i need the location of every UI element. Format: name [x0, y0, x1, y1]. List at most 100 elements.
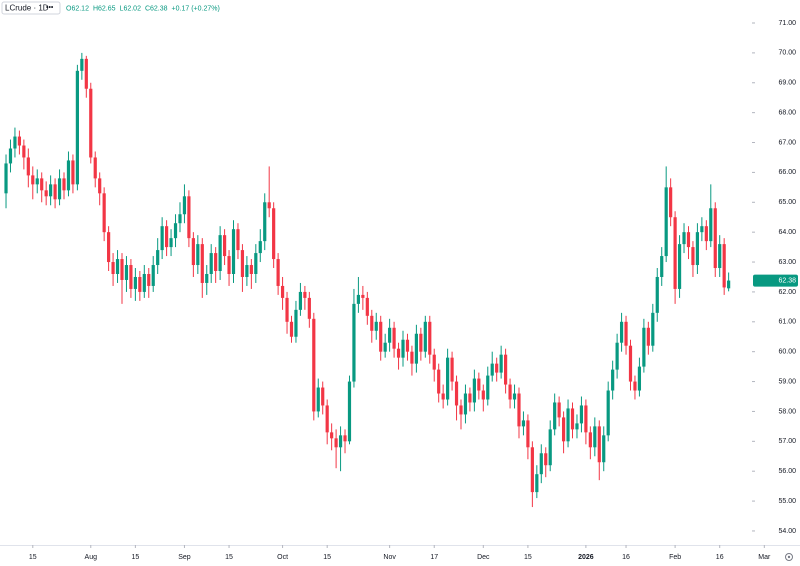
y-tick-label: 58.00 [778, 408, 796, 415]
x-tick-label: 16 [622, 554, 630, 561]
candle-body [374, 321, 378, 331]
candle-body [642, 327, 646, 367]
ohlc-header: O62.12 H62.65 L62.02 C62.38 +0.17 (+0.27%) [66, 5, 220, 12]
candle-body [307, 297, 311, 319]
x-tick-label: 2026 [578, 554, 594, 561]
candle-body [22, 145, 26, 158]
candle-body [182, 196, 187, 215]
symbol-box[interactable] [1, 1, 61, 15]
candle-body [441, 393, 445, 400]
candle-body [401, 339, 405, 358]
candle-body [588, 432, 592, 448]
candle-body [695, 232, 700, 266]
y-tick-label: 56.00 [778, 468, 796, 475]
x-tick-label: Mar [758, 554, 771, 561]
candle-body [98, 178, 102, 194]
candle-body [673, 217, 677, 289]
x-tick-label: 15 [323, 554, 331, 561]
candle-body [437, 369, 441, 394]
candle-body [352, 303, 356, 382]
candle-body [606, 390, 610, 436]
candle-body [446, 357, 450, 400]
candle-body [26, 157, 30, 176]
candle-body [316, 387, 320, 412]
candle-body [704, 226, 708, 242]
candle-body [227, 256, 231, 274]
candle-body [722, 244, 726, 288]
candle-body [535, 474, 539, 493]
x-tick-label: Aug [85, 554, 98, 561]
candle-body [432, 354, 436, 370]
y-tick-label: 67.00 [778, 139, 796, 146]
candle-body [71, 160, 75, 185]
candle-body [356, 294, 361, 304]
y-tick-label: 62.00 [778, 289, 796, 296]
y-tick-label: 66.00 [778, 169, 796, 176]
candle-body [557, 402, 561, 418]
candle-body [477, 378, 481, 391]
ohlc-value: C62.38 [145, 5, 168, 12]
candle-body [410, 351, 414, 364]
candle-body [459, 405, 463, 415]
x-tick-label: 17 [430, 554, 438, 561]
candle-body [521, 420, 526, 427]
candle-body [561, 417, 566, 442]
candle-body [17, 136, 22, 146]
y-tick-label: 60.00 [778, 349, 796, 356]
candle-body [280, 285, 285, 298]
candle-body [62, 178, 66, 191]
candle-body [423, 321, 427, 352]
candle-body [258, 241, 262, 254]
y-tick-label: 63.00 [778, 259, 796, 266]
candle-body [619, 321, 624, 343]
candle-body [428, 321, 432, 355]
candle-body [44, 190, 48, 197]
candle-body [285, 297, 289, 322]
y-tick-label: 55.00 [778, 498, 796, 505]
candle-body [75, 70, 79, 185]
candle-body [584, 405, 588, 433]
candle-body [361, 294, 365, 298]
candle-body [289, 321, 294, 337]
last-price-box [753, 274, 798, 287]
candle-body [200, 244, 204, 283]
x-tick-label: Sep [178, 554, 191, 561]
candle-body [655, 276, 659, 313]
x-tick-label: Oct [277, 554, 288, 561]
settings-icon[interactable] [785, 553, 793, 561]
candle-body [486, 375, 490, 400]
candle-body [49, 184, 53, 197]
symbol-title: LCrude · 1D [5, 4, 49, 13]
candle-body [231, 229, 236, 274]
menu-dots[interactable]: ••• [46, 4, 54, 11]
candle-body [173, 223, 178, 239]
x-tick-label: 16 [716, 554, 724, 561]
candle-body [298, 291, 303, 310]
candle-body [548, 429, 552, 466]
candle-body [463, 393, 468, 415]
x-tick-label: Feb [669, 554, 681, 561]
candle-body [383, 342, 387, 352]
candle-body [570, 408, 575, 430]
candle-body [660, 256, 664, 277]
candle-body [628, 345, 633, 382]
candle-body [508, 384, 512, 400]
candle-body [468, 393, 472, 403]
candle-body [312, 318, 316, 412]
candle-body [379, 321, 383, 352]
candle-body [321, 387, 325, 406]
candle-body [102, 193, 106, 233]
candle-body [35, 178, 39, 185]
y-tick-label: 61.00 [778, 319, 796, 326]
candle-body [218, 235, 222, 272]
axes: 54.00 55.00 56.00 57.00 58.00 59.00 60.00 61.00… [29, 20, 798, 561]
ohlc-value: H62.65 [93, 5, 116, 12]
candle-body [495, 363, 499, 373]
candle-body [334, 438, 338, 448]
candle-body [539, 453, 543, 475]
y-tick-label: 57.00 [778, 438, 796, 445]
candle-body [191, 238, 195, 266]
x-tick-label: Nov [383, 554, 396, 561]
candle-body [294, 309, 298, 337]
x-tick-label: 15 [225, 554, 233, 561]
